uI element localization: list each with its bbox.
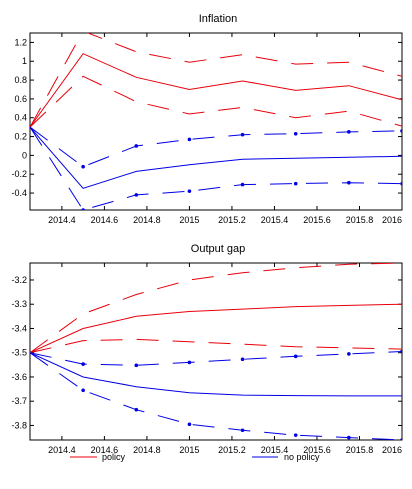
- chart-2-point-no-policy-upper-band: [293, 354, 298, 359]
- chart-1-y-tick-label: 0.2: [14, 132, 27, 142]
- chart-1-x-tick-label: 2014.8: [133, 215, 161, 225]
- chart-1-series-no-policy: [30, 126, 402, 189]
- chart-2-x-tick-label: 2014.4: [48, 445, 76, 455]
- chart-1-x-tick-label: 2014.4: [48, 215, 76, 225]
- chart-1-series-no-policy-upper-band: [30, 126, 402, 168]
- chart-1-y-tick-label: 0.6: [14, 94, 27, 104]
- chart-title-inflation: Inflation: [199, 13, 238, 25]
- chart-2-point-no-policy-lower-band: [134, 407, 139, 412]
- chart-2-point-no-policy-upper-band: [347, 352, 351, 356]
- chart-1-y-tick-label: -0.2: [11, 169, 27, 179]
- chart-1-x-tick-label: 2015: [179, 215, 199, 225]
- chart-2-y-tick-label: -3.5: [11, 348, 27, 358]
- chart-1-series-no-policy-lower-band: [30, 126, 402, 210]
- chart-1-point-no-policy-upper-band: [400, 129, 402, 133]
- chart-1-x-tick-label: 2016: [382, 215, 402, 225]
- chart-2-series-policy-upper-band: [30, 263, 402, 354]
- chart-2-series-no-policy-upper-band: [30, 351, 402, 366]
- chart-2-point-no-policy-lower-band: [240, 428, 245, 433]
- chart-1-x-tick-label: 2015.4: [261, 215, 289, 225]
- chart-2-point-no-policy-upper-band: [134, 363, 139, 368]
- chart-1-point-no-policy-lower-band: [187, 189, 192, 193]
- chart-1-x-tick-label: 2015.2: [218, 215, 246, 225]
- legend-label-no-policy: no policy: [284, 452, 320, 462]
- chart-2-point-no-policy-lower-band: [293, 433, 298, 437]
- chart-2-plot-frame: [29, 262, 403, 441]
- chart-2-x-tick-label: 2014.6: [91, 445, 119, 455]
- legend: policy no policy: [70, 452, 320, 462]
- chart-1-point-no-policy-upper-band: [81, 164, 85, 169]
- chart-1-y-tick-label: -0.4: [11, 188, 27, 198]
- chart-2-series-policy: [30, 303, 402, 354]
- chart-2-y-tick-label: -3.6: [11, 372, 27, 382]
- chart-2-x-tick-label: 2015.6: [303, 445, 331, 455]
- chart-1-series-policy-lower-band: [30, 75, 402, 128]
- chart-2-y-tick-label: -3.8: [11, 420, 27, 430]
- chart-1-series-policy-upper-band: [30, 33, 402, 128]
- inflation-chart: 1.2 1 0.8 0.6 0.4 0.2 0 -0.2 -0.4 2014.4 2014.6 201…: [11, 32, 403, 225]
- chart-2-y-tick-label: -3.2: [11, 275, 27, 285]
- chart-1-point-no-policy-lower-band: [347, 180, 351, 185]
- chart-2-point-no-policy-lower-band: [81, 388, 85, 393]
- chart-1-point-no-policy-lower-band: [293, 181, 298, 186]
- chart-2-x-tick-label: 2015.4: [261, 445, 289, 455]
- chart-2-y-tick-label: -3.3: [11, 299, 27, 309]
- chart-1-x-tick-label: 2015.8: [346, 215, 374, 225]
- chart-2-point-no-policy-upper-band: [400, 349, 402, 354]
- chart-2-point-no-policy-lower-band: [347, 435, 351, 440]
- chart-2-x-tick-label: 2015: [179, 445, 199, 455]
- chart-1-x-tick-label: 2014.6: [91, 215, 119, 225]
- chart-2-series-group: [30, 263, 402, 440]
- chart-2-x-tick-label: 2015.8: [346, 445, 374, 455]
- chart-1-point-no-policy-lower-band: [81, 208, 85, 210]
- chart-2-point-no-policy-upper-band: [187, 360, 192, 365]
- chart-1-point-no-policy-lower-band: [400, 181, 402, 186]
- chart-1-y-tick-label: 0.8: [14, 75, 27, 85]
- chart-1-y-tick-label: 0.4: [14, 113, 27, 123]
- chart-1-x-tick-label: 2015.6: [303, 215, 331, 225]
- chart-2-series-no-policy-lower-band: [30, 352, 402, 440]
- legend-label-policy: policy: [102, 452, 126, 462]
- chart-2-point-no-policy-lower-band: [187, 422, 192, 427]
- chart-2-point-no-policy-upper-band: [240, 357, 245, 362]
- chart-2-x-tick-label: 2014.8: [133, 445, 161, 455]
- chart-1-y-tick-label: 1: [22, 56, 27, 66]
- chart-2-point-no-policy-upper-band: [81, 362, 85, 366]
- chart-2-series-policy-lower-band: [30, 338, 402, 354]
- chart-1-point-no-policy-lower-band: [134, 193, 139, 197]
- chart-title-output-gap: Output gap: [191, 243, 245, 255]
- chart-2-point-no-policy-lower-band: [400, 438, 402, 440]
- chart-1-point-no-policy-upper-band: [240, 132, 245, 137]
- chart-1-point-no-policy-lower-band: [240, 182, 245, 187]
- chart-2-y-tick-label: -3.4: [11, 323, 27, 333]
- chart-2-series-no-policy: [30, 352, 402, 397]
- chart-1-y-tick-label: 0: [22, 150, 27, 160]
- chart-1-point-no-policy-upper-band: [134, 144, 139, 148]
- chart-1-y-tick-label: 1.2: [14, 37, 27, 47]
- output-gap-chart: -3.2 -3.3 -3.4 -3.5 -3.6 -3.7 -3.8 2014.4 2014.6…: [11, 262, 403, 455]
- chart-2-y-tick-label: -3.7: [11, 396, 27, 406]
- chart-1-point-no-policy-upper-band: [187, 137, 192, 142]
- chart-1-series-policy: [30, 53, 402, 128]
- chart-1-series-group: [30, 33, 402, 210]
- chart-2-x-tick-label: 2015.2: [218, 445, 246, 455]
- chart-1-point-no-policy-upper-band: [347, 130, 351, 134]
- chart-1-point-no-policy-upper-band: [293, 131, 298, 136]
- chart-2-x-tick-label: 2016: [382, 445, 402, 455]
- chart-1-plot-frame: [29, 32, 403, 211]
